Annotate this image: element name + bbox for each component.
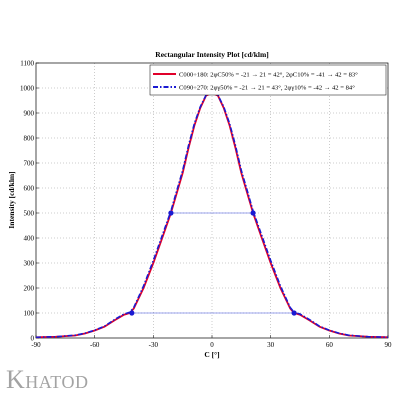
marker-point: [250, 210, 256, 216]
legend-label-c000: C000÷180: 2φC50% = -21 → 21 = 42°, 2φC10…: [179, 72, 358, 79]
plot-frame: [35, 62, 389, 339]
y-tick-label: 800: [24, 135, 35, 143]
x-tick-label: 90: [385, 341, 393, 349]
legend-label-c090: C090÷270: 2φγ50% = -21 → 21 = 43°, 2φγ10…: [179, 85, 355, 92]
khatod-logo: Khatod: [6, 365, 89, 394]
marker-point: [291, 310, 297, 316]
y-tick-label: 0: [31, 335, 35, 343]
y-tick-label: 700: [24, 160, 35, 168]
markers: [129, 210, 297, 316]
x-tick-label: 60: [326, 341, 334, 349]
marker-point: [168, 210, 174, 216]
y-tick-label: 400: [24, 235, 35, 243]
grid: [36, 63, 388, 338]
intensity-chart: Rectangular Intensity Plot [cd/klm] -90 -…: [7, 50, 392, 359]
legend: C000÷180: 2φC50% = -21 → 21 = 42°, 2φC10…: [149, 64, 387, 96]
y-tick-label: 900: [24, 110, 35, 118]
y-tick-label: 300: [24, 260, 35, 268]
x-tick-label: 30: [267, 341, 275, 349]
y-tick-label: 100: [24, 310, 35, 318]
chart-title: Rectangular Intensity Plot [cd/klm]: [155, 50, 268, 59]
x-tick-label: -90: [31, 341, 41, 349]
y-tick-label: 600: [24, 185, 35, 193]
axis-ticks: -90 -60 -30 0 30 60 90010020030040050060070080…: [20, 60, 392, 350]
marker-point: [129, 310, 135, 316]
x-tick-label: -30: [149, 341, 159, 349]
y-tick-label: 1100: [20, 60, 34, 68]
x-axis-label: C [°]: [204, 350, 219, 359]
x-tick-label: -60: [90, 341, 100, 349]
y-tick-label: 200: [24, 285, 35, 293]
legend-box: [149, 64, 387, 96]
y-tick-label: 1000: [20, 85, 35, 93]
y-tick-label: 500: [24, 210, 35, 218]
x-tick-label: 0: [210, 341, 214, 349]
reference-lines: [131, 212, 295, 314]
y-axis-label: Intensity [cd/klm]: [7, 171, 16, 228]
